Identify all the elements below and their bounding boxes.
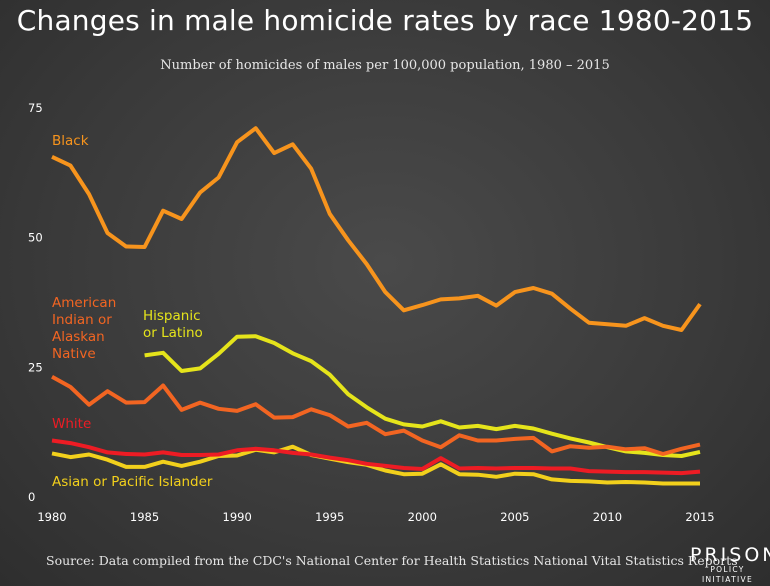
- x-tick-label: 1980: [37, 510, 66, 524]
- series-label-line: Native: [52, 346, 96, 362]
- series-label-line: Black: [52, 133, 89, 149]
- series-line-american-indian-or-alaskan-native: [51, 374, 701, 456]
- chart-subtitle: Number of homicides of males per 100,000…: [160, 58, 610, 73]
- y-tick-label: 75: [28, 101, 43, 115]
- y-axis-ticks: 0 25 50 75: [28, 101, 43, 504]
- series-label-line: Alaskan: [52, 329, 105, 345]
- series-label-american-indian-or-alaskan-native: American Indian or Alaskan Native: [52, 295, 116, 362]
- y-tick-label: 0: [28, 490, 35, 504]
- series-line-asian-or-pacific-islander: [51, 444, 700, 486]
- series-line-white: [51, 438, 701, 476]
- y-tick-label: 50: [28, 231, 43, 245]
- series-label-line: Hispanic: [143, 308, 201, 324]
- series-label-line: Indian or: [52, 312, 112, 328]
- logo-line-2: POLICY INITIATIVE: [701, 565, 754, 584]
- chart-title: Changes in male homicide rates by race 1…: [16, 4, 754, 37]
- x-axis-ticks: 1980 1985 1990 1995 2000 2005 2010 2015: [37, 510, 714, 524]
- series-label-line: American: [52, 295, 116, 311]
- x-tick-label: 1990: [223, 510, 252, 524]
- logo-line-1: PRISON: [690, 544, 770, 566]
- series-label-black: Black: [52, 133, 89, 149]
- x-tick-label: 2015: [685, 510, 714, 524]
- series-label-line: White: [52, 416, 91, 432]
- series-line-black: [51, 126, 702, 332]
- x-tick-label: 2010: [593, 510, 622, 524]
- prison-policy-initiative-logo: PRISON POLICY INITIATIVE: [690, 544, 770, 585]
- x-tick-label: 1995: [315, 510, 344, 524]
- series-lines: [51, 126, 702, 486]
- series-label-asian-or-pacific-islander: Asian or Pacific Islander: [52, 474, 213, 490]
- series-label-white: White: [52, 416, 91, 432]
- source-note: Source: Data compiled from the CDC's Nat…: [46, 553, 738, 568]
- x-tick-label: 2000: [408, 510, 437, 524]
- x-tick-label: 2005: [500, 510, 529, 524]
- series-label-hispanic-or-latino: Hispanic or Latino: [143, 308, 203, 341]
- series-label-line: or Latino: [143, 325, 203, 341]
- y-tick-label: 25: [28, 360, 43, 374]
- series-line-hispanic-or-latino: [144, 334, 701, 458]
- x-tick-label: 1985: [130, 510, 159, 524]
- series-label-line: Asian or Pacific Islander: [52, 474, 213, 490]
